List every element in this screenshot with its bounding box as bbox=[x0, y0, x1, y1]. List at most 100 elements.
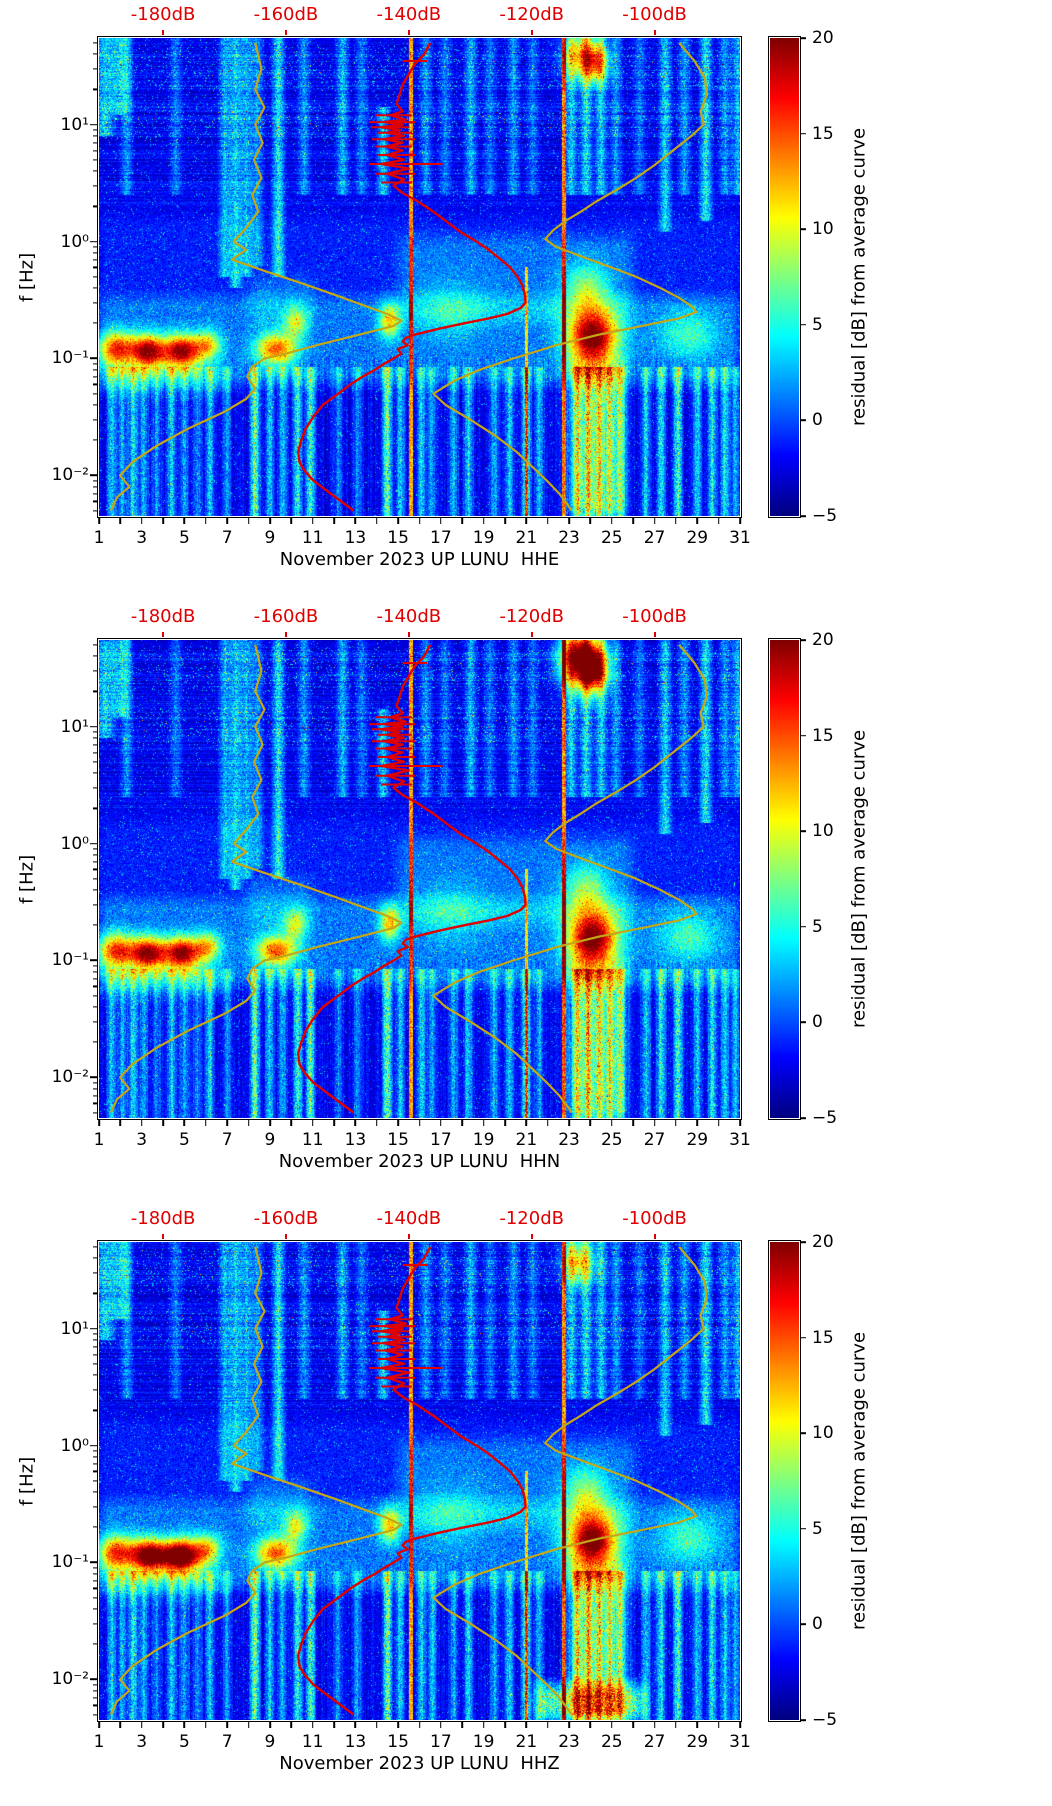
colorbar-tick bbox=[800, 830, 806, 832]
x-tick-label: 25 bbox=[600, 1130, 623, 1150]
x-tick bbox=[653, 1119, 656, 1126]
y-minor-tick bbox=[93, 854, 97, 856]
x-tick bbox=[354, 1119, 357, 1126]
y-minor-tick bbox=[93, 486, 97, 488]
x-tick bbox=[632, 517, 634, 524]
y-tick-label: 10⁻² bbox=[51, 1067, 89, 1088]
x-tick-label: 29 bbox=[686, 1130, 709, 1150]
x-tick-label: 13 bbox=[344, 528, 367, 548]
x-tick bbox=[247, 517, 250, 524]
x-tick bbox=[632, 1119, 634, 1126]
colorbar-tick-label: 5 bbox=[812, 916, 823, 937]
top-db-label: -100dB bbox=[622, 1208, 687, 1229]
y-minor-tick bbox=[93, 1409, 97, 1411]
x-tick-label: 5 bbox=[179, 1130, 190, 1150]
olive-noise-curve-right bbox=[432, 1246, 708, 1716]
x-tick-label: 11 bbox=[301, 1130, 324, 1150]
y-minor-tick bbox=[93, 1580, 97, 1582]
y-minor-tick bbox=[93, 363, 97, 365]
y-minor-tick bbox=[93, 266, 97, 269]
y-minor-tick bbox=[93, 1450, 97, 1452]
x-tick-label: 15 bbox=[387, 1130, 409, 1150]
x-tick-label: 27 bbox=[643, 1732, 666, 1752]
x-tick bbox=[653, 1721, 656, 1728]
colorbar: 20 15 10 5 0 −5 bbox=[768, 28, 837, 526]
top-db-label: -180dB bbox=[130, 1208, 196, 1229]
y-minor-tick bbox=[93, 655, 97, 657]
red-average-psd-curve bbox=[296, 644, 527, 1114]
x-tick bbox=[354, 517, 357, 524]
y-tick-label: 10⁻² bbox=[51, 1669, 89, 1690]
top-db-label: -120dB bbox=[499, 606, 564, 627]
x-tick bbox=[546, 1721, 549, 1728]
x-tick bbox=[397, 1119, 399, 1126]
y-minor-tick bbox=[93, 205, 97, 207]
y-minor-tick bbox=[93, 1112, 97, 1114]
x-tick-label: 29 bbox=[686, 528, 709, 548]
top-db-label: -160dB bbox=[253, 4, 319, 25]
olive-noise-curve-right bbox=[432, 644, 708, 1114]
y-minor-tick bbox=[93, 68, 97, 70]
colorbar-tick-label: 15 bbox=[812, 725, 834, 746]
x-tick bbox=[525, 517, 528, 524]
top-db-label: -100dB bbox=[622, 606, 687, 627]
y-minor-tick bbox=[93, 510, 97, 512]
y-minor-tick bbox=[93, 1333, 97, 1335]
colorbar: 20 15 10 5 0 −5 bbox=[768, 1232, 837, 1730]
top-db-label: -120dB bbox=[499, 4, 564, 25]
x-tick-label: 21 bbox=[515, 528, 538, 548]
x-tick bbox=[696, 517, 699, 524]
y-minor-tick bbox=[93, 1353, 97, 1356]
colorbar-tick bbox=[800, 926, 806, 928]
y-axis-label: f [Hz] bbox=[16, 1456, 38, 1506]
y-minor-tick bbox=[93, 1374, 97, 1376]
x-tick bbox=[269, 517, 271, 524]
x-tick bbox=[461, 1721, 464, 1728]
x-tick bbox=[119, 1721, 122, 1728]
x-tick bbox=[311, 1119, 314, 1126]
x-tick bbox=[717, 1721, 720, 1728]
spectrogram-heatmap bbox=[99, 1242, 740, 1720]
x-tick-label: 11 bbox=[301, 528, 324, 548]
x-tick-label: 31 bbox=[729, 1732, 751, 1752]
y-minor-tick bbox=[93, 393, 97, 395]
x-tick bbox=[290, 517, 293, 524]
x-tick-label: 11 bbox=[301, 1732, 324, 1752]
x-tick-label: 15 bbox=[387, 528, 409, 548]
top-db-tick bbox=[162, 30, 165, 35]
colorbar-tick-label: 0 bbox=[812, 1012, 823, 1033]
x-tick bbox=[739, 1119, 741, 1126]
x-tick bbox=[717, 517, 720, 524]
y-tick-label: 10¹ bbox=[60, 1318, 89, 1339]
y-minor-tick bbox=[93, 1491, 97, 1493]
x-axis-title: November 2023 UP LUNU HHZ bbox=[279, 1753, 560, 1774]
x-tick bbox=[504, 517, 506, 524]
x-tick-label: 29 bbox=[686, 1732, 709, 1752]
y-minor-tick bbox=[93, 129, 97, 131]
top-db-label: -160dB bbox=[253, 606, 319, 627]
colorbar-tick bbox=[800, 1241, 806, 1243]
colorbar-gradient bbox=[770, 1242, 799, 1720]
x-tick bbox=[226, 1119, 228, 1126]
y-minor-tick bbox=[93, 383, 97, 386]
top-db-tick bbox=[162, 632, 165, 637]
colorbar-gradient bbox=[770, 640, 799, 1118]
x-tick bbox=[482, 517, 485, 524]
colorbar-tick-label: 20 bbox=[812, 630, 834, 650]
y-minor-tick bbox=[93, 276, 97, 278]
y-minor-tick bbox=[93, 53, 97, 55]
y-minor-tick bbox=[93, 1006, 97, 1008]
colorbar-tick-label: 10 bbox=[812, 219, 834, 240]
colorbar-tick-label: 0 bbox=[812, 410, 823, 431]
y-minor-tick bbox=[93, 1714, 97, 1716]
x-tick bbox=[418, 1119, 421, 1126]
x-tick-label: 5 bbox=[179, 528, 190, 548]
x-tick-label: 1 bbox=[93, 528, 105, 548]
x-tick bbox=[311, 1721, 314, 1728]
y-tick bbox=[90, 357, 97, 360]
x-tick bbox=[568, 1721, 570, 1728]
y-minor-tick bbox=[93, 985, 97, 988]
x-tick bbox=[183, 1721, 186, 1728]
y-minor-tick bbox=[93, 1704, 97, 1706]
x-tick bbox=[546, 1119, 549, 1126]
